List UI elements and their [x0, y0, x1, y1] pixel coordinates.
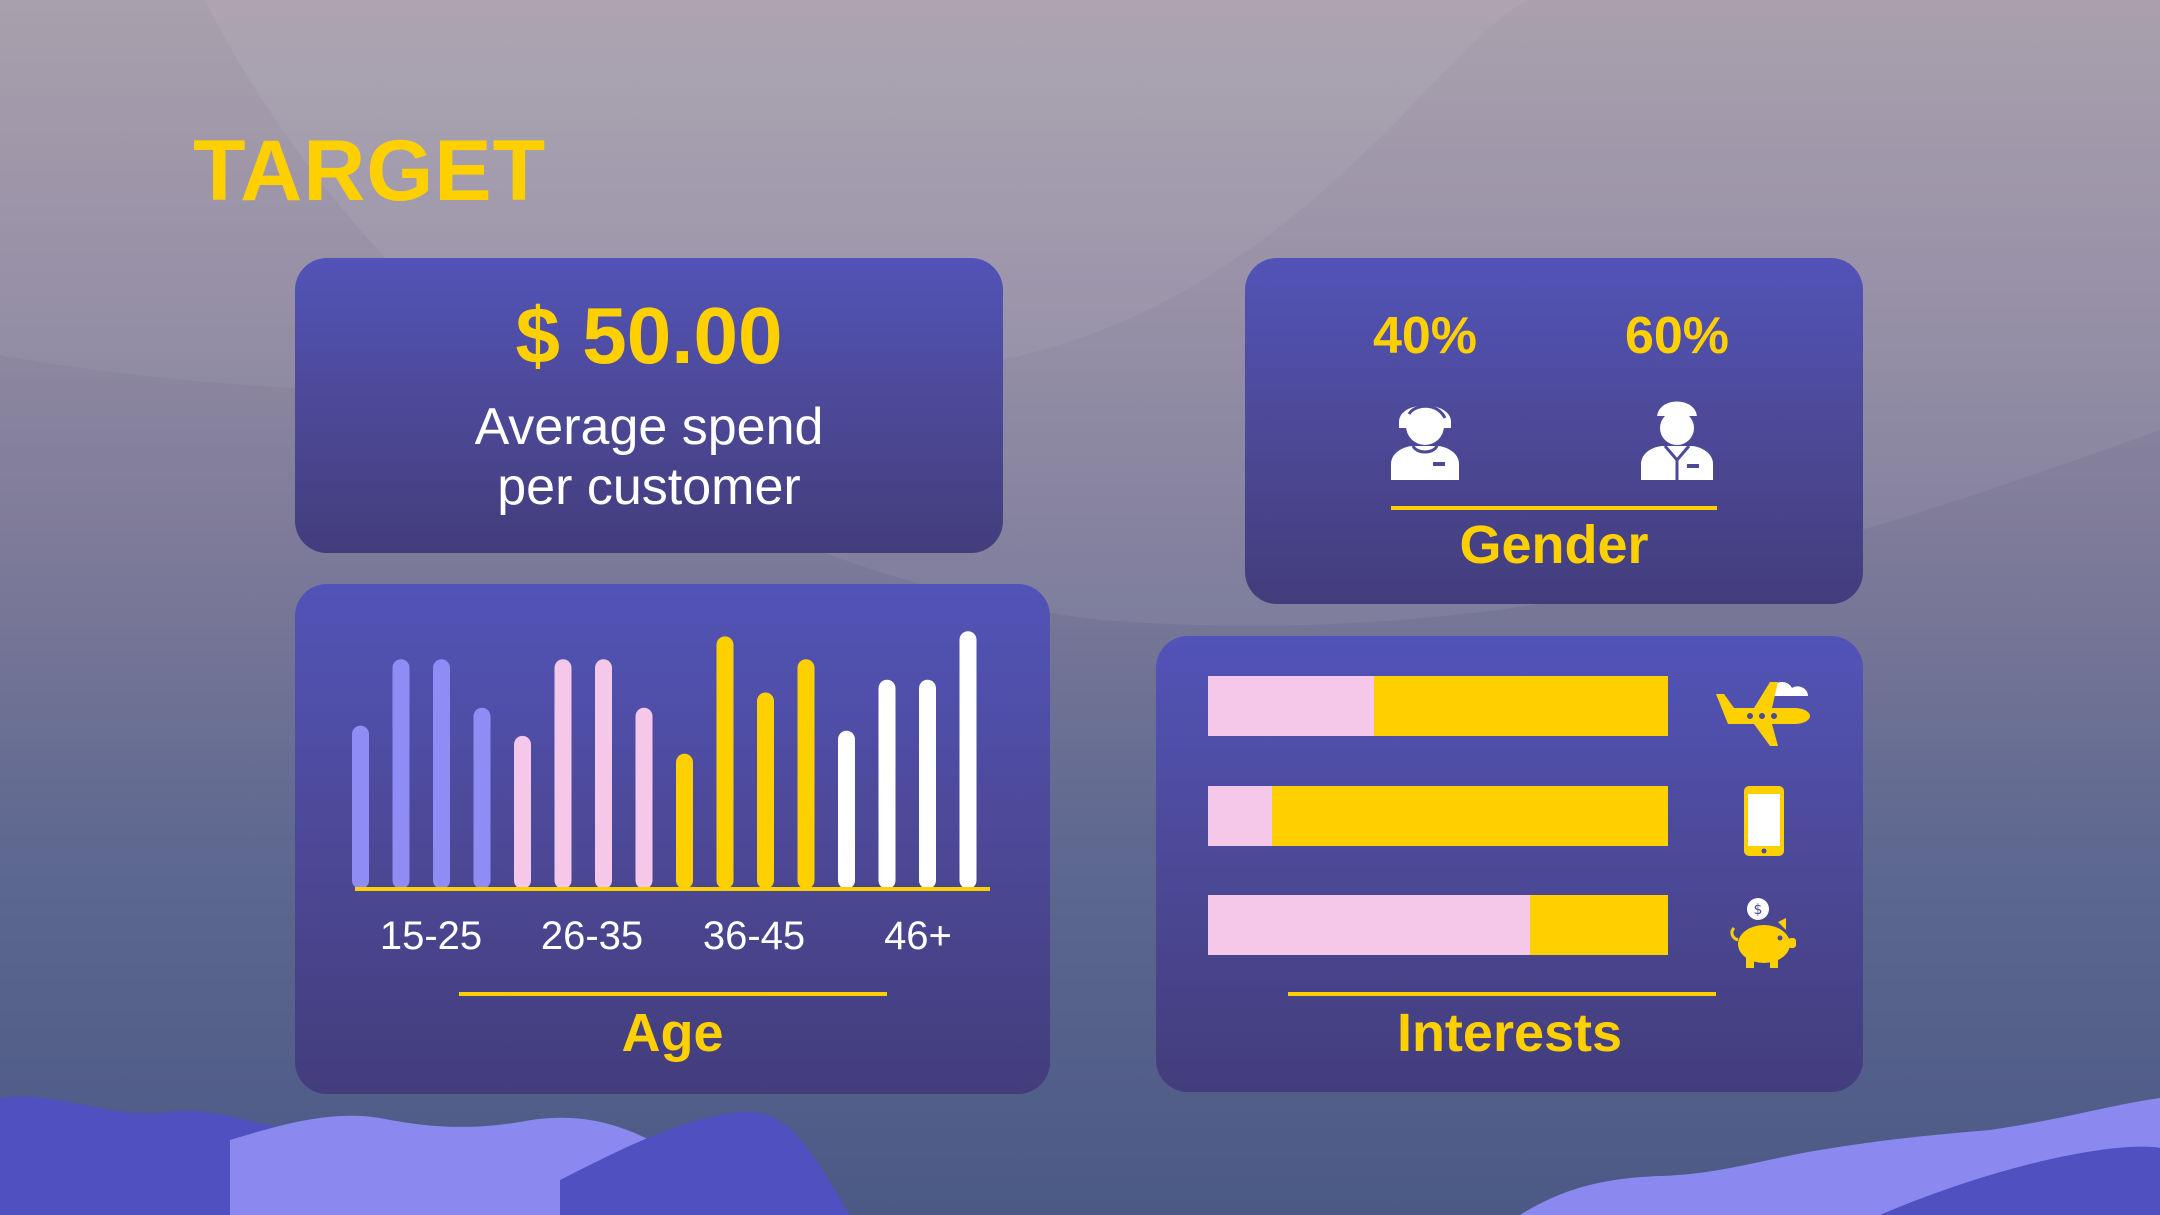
gender-card: 40% 60% Gender	[1245, 258, 1863, 604]
interest-bar-travel	[1208, 676, 1668, 736]
age-bar	[797, 659, 815, 889]
interest-bar-yellow-segment	[1530, 895, 1668, 955]
smartphone-icon	[1744, 786, 1784, 856]
interest-bar-pink-segment	[1208, 676, 1374, 736]
interest-bar-yellow-segment	[1272, 786, 1668, 846]
page-title: TARGET	[193, 123, 547, 219]
interest-bar-mobile	[1208, 786, 1668, 846]
spend-label-line-1: Average spend	[474, 398, 824, 456]
spend-label-line-2: per customer	[497, 457, 801, 516]
tick-label: 15-25	[379, 914, 483, 958]
female-percent: 40%	[1372, 307, 1478, 365]
interest-bar-pink-segment	[1208, 895, 1530, 955]
age-label: Age	[621, 1003, 724, 1063]
age-chart	[352, 631, 990, 891]
airplane-icon	[1716, 682, 1810, 746]
interests-card: $ Interests	[1156, 636, 1863, 1092]
male-person-icon	[1641, 401, 1713, 480]
spend-value: $ 50.00	[515, 291, 783, 380]
piggy-bank-icon: $	[1730, 898, 1796, 968]
age-bar	[392, 659, 410, 889]
interests-label: Interests	[1396, 1003, 1623, 1063]
interests-underline	[1288, 992, 1716, 996]
age-bar	[838, 730, 855, 889]
age-bar	[433, 659, 450, 889]
age-bar	[635, 707, 653, 889]
tick-label: 46+	[884, 914, 952, 958]
age-bar	[554, 659, 572, 889]
tick-label: 26-35	[540, 914, 644, 958]
interest-bar-pink-segment	[1208, 786, 1273, 846]
average-spend-card: $ 50.00 Average spend per customer	[295, 258, 1003, 553]
interest-bar-yellow-segment	[1373, 676, 1668, 736]
age-bar	[959, 631, 977, 889]
age-bar	[352, 725, 369, 889]
male-percent: 60%	[1624, 307, 1730, 365]
gender-label: Gender	[1459, 515, 1649, 575]
age-bar	[757, 692, 774, 889]
age-underline	[459, 992, 887, 996]
svg-text:$: $	[1754, 902, 1763, 918]
gender-underline	[1391, 506, 1717, 510]
tick-label: 36-45	[702, 914, 806, 958]
female-person-icon	[1391, 404, 1459, 480]
age-bar	[716, 636, 734, 889]
age-bar	[473, 707, 491, 889]
spend-label: Average spend per customer	[295, 398, 1003, 518]
interest-bar-savings	[1208, 895, 1668, 955]
age-bar	[595, 659, 612, 889]
age-bar	[514, 735, 531, 889]
age-bar	[676, 753, 693, 889]
age-card: 15-25 26-35 36-45 46+ Age	[295, 584, 1050, 1094]
age-bar	[878, 679, 896, 889]
age-bar	[919, 679, 936, 889]
